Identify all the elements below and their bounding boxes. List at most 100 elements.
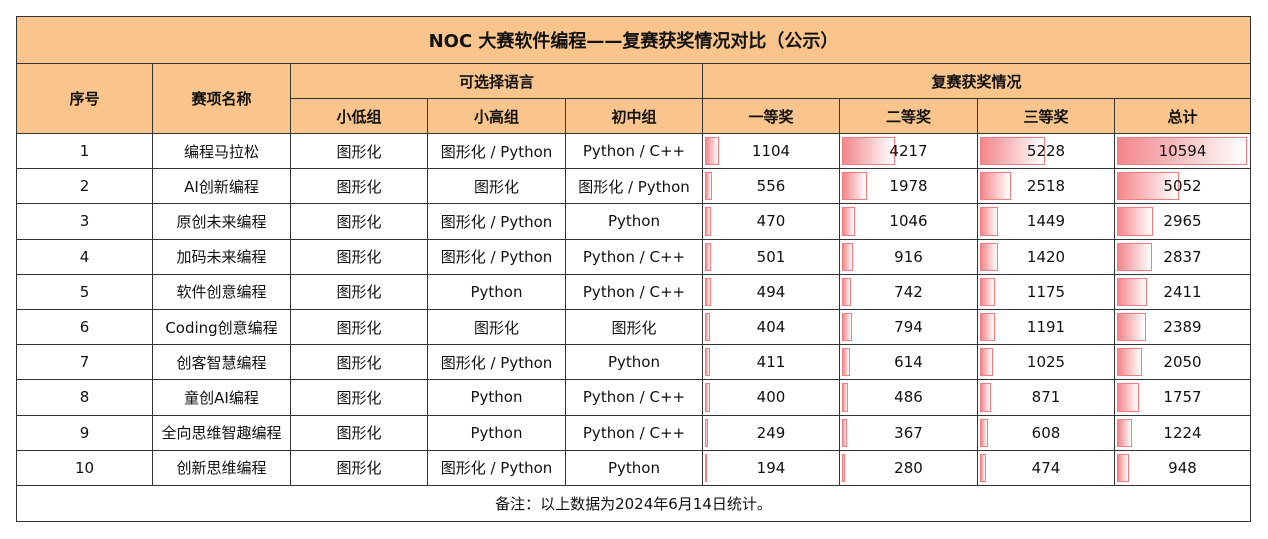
text-cell: 图形化 bbox=[291, 204, 428, 240]
text-cell: 4 bbox=[17, 239, 153, 275]
cell-text: 2 bbox=[79, 177, 90, 196]
text-cell: 图形化 bbox=[291, 169, 428, 205]
text-cell: 图形化 bbox=[291, 310, 428, 346]
header-cell: 一等奖 bbox=[703, 99, 840, 134]
text-cell: 图形化 bbox=[291, 274, 428, 310]
cell-text: Python / C++ bbox=[582, 247, 686, 266]
cell-text: 可选择语言 bbox=[458, 72, 534, 91]
number-cell: 614 bbox=[840, 345, 978, 381]
number-cell: 10594 bbox=[1115, 134, 1251, 170]
number-cell: 194 bbox=[703, 450, 840, 486]
text-cell: 软件创意编程 bbox=[153, 274, 291, 310]
text-cell: Python / C++ bbox=[566, 274, 703, 310]
cell-text: 1224 bbox=[1163, 423, 1202, 442]
text-cell: 6 bbox=[17, 310, 153, 346]
header-cell: 赛项名称 bbox=[153, 64, 291, 134]
text-cell: 1 bbox=[17, 134, 153, 170]
cell-text: 图形化 bbox=[336, 177, 382, 196]
cell-text: 1449 bbox=[1026, 212, 1066, 231]
title-cell: NOC 大赛软件编程——复赛获奖情况对比（公示） bbox=[17, 17, 1251, 64]
cell-text: 2411 bbox=[1163, 282, 1202, 301]
data-bar bbox=[842, 242, 854, 271]
cell-text: 图形化 bbox=[473, 318, 519, 337]
data-bar bbox=[842, 207, 856, 236]
number-cell: 742 bbox=[840, 274, 978, 310]
cell-text: 图形化 bbox=[336, 248, 382, 267]
cell-text: 494 bbox=[756, 282, 786, 301]
data-bar bbox=[705, 137, 719, 166]
data-bar bbox=[705, 383, 710, 412]
number-cell: 1104 bbox=[703, 134, 840, 170]
text-cell: 图形化 bbox=[291, 134, 428, 170]
header-cell: 初中组 bbox=[566, 99, 703, 134]
cell-text: 三等奖 bbox=[1023, 107, 1069, 126]
cell-text: 图形化 / Python bbox=[440, 142, 553, 161]
number-cell: 486 bbox=[840, 380, 978, 416]
cell-text: 280 bbox=[894, 458, 923, 477]
cell-text: 7 bbox=[79, 353, 90, 372]
header-cell: 序号 bbox=[17, 64, 153, 134]
data-bar bbox=[980, 383, 991, 412]
cell-text: 367 bbox=[894, 423, 923, 442]
cell-text: 图形化 bbox=[473, 177, 519, 196]
header-cell: 二等奖 bbox=[840, 99, 978, 134]
cell-text: 5 bbox=[79, 282, 90, 301]
text-cell: 图形化 bbox=[428, 310, 566, 346]
number-cell: 501 bbox=[703, 239, 840, 275]
cell-text: 608 bbox=[1031, 423, 1061, 442]
cell-text: 创新思维编程 bbox=[176, 459, 267, 478]
data-bar bbox=[842, 313, 852, 342]
number-cell: 948 bbox=[1115, 450, 1251, 486]
number-cell: 1191 bbox=[978, 310, 1115, 346]
number-cell: 474 bbox=[978, 450, 1115, 486]
data-bar bbox=[1117, 453, 1129, 482]
cell-text: 614 bbox=[894, 353, 923, 372]
number-cell: 1224 bbox=[1115, 415, 1251, 451]
number-cell: 5052 bbox=[1115, 169, 1251, 205]
cell-text: 赛项名称 bbox=[191, 90, 252, 108]
cell-text: Python bbox=[470, 388, 523, 407]
data-bar bbox=[842, 453, 846, 482]
text-cell: 图形化 bbox=[291, 380, 428, 416]
data-bar bbox=[980, 172, 1012, 201]
data-bar bbox=[980, 207, 998, 236]
text-cell: 图形化 / Python bbox=[428, 204, 566, 240]
cell-text: 图形化 / Python bbox=[440, 212, 553, 231]
text-cell: 图形化 / Python bbox=[566, 169, 703, 205]
number-cell: 367 bbox=[840, 415, 978, 451]
cell-text: 序号 bbox=[69, 90, 100, 108]
text-cell: Python bbox=[566, 450, 703, 486]
cell-text: Python / C++ bbox=[582, 423, 686, 442]
header-cell: 总计 bbox=[1115, 99, 1251, 134]
data-bar bbox=[705, 207, 711, 236]
cell-text: 小高组 bbox=[473, 107, 519, 126]
cell-text: Coding创意编程 bbox=[165, 318, 278, 337]
cell-text: 图形化 bbox=[611, 318, 657, 337]
cell-text: 10 bbox=[74, 458, 95, 477]
number-cell: 5228 bbox=[978, 134, 1115, 170]
number-cell: 871 bbox=[978, 380, 1115, 416]
data-bar bbox=[705, 242, 712, 271]
cell-text: 871 bbox=[1031, 388, 1061, 407]
cell-text: 2965 bbox=[1163, 212, 1202, 231]
data-bar bbox=[980, 313, 995, 342]
data-bar bbox=[1117, 242, 1152, 271]
number-cell: 1025 bbox=[978, 345, 1115, 381]
data-bar bbox=[1117, 348, 1143, 377]
data-bar bbox=[705, 277, 712, 306]
number-cell: 2965 bbox=[1115, 204, 1251, 240]
cell-text: NOC 大赛软件编程——复赛获奖情况对比（公示） bbox=[428, 31, 839, 52]
number-cell: 4217 bbox=[840, 134, 978, 170]
cell-text: 404 bbox=[756, 318, 786, 337]
cell-text: 复赛获奖情况 bbox=[931, 72, 1022, 91]
number-cell: 794 bbox=[840, 310, 978, 346]
text-cell: Coding创意编程 bbox=[153, 310, 291, 346]
cell-text: 486 bbox=[894, 388, 923, 407]
cell-text: 原创未来编程 bbox=[176, 212, 267, 231]
text-cell: 原创未来编程 bbox=[153, 204, 291, 240]
text-cell: Python / C++ bbox=[566, 239, 703, 275]
cell-text: Python bbox=[608, 212, 660, 231]
data-bar bbox=[705, 418, 709, 447]
data-bar bbox=[980, 277, 995, 306]
